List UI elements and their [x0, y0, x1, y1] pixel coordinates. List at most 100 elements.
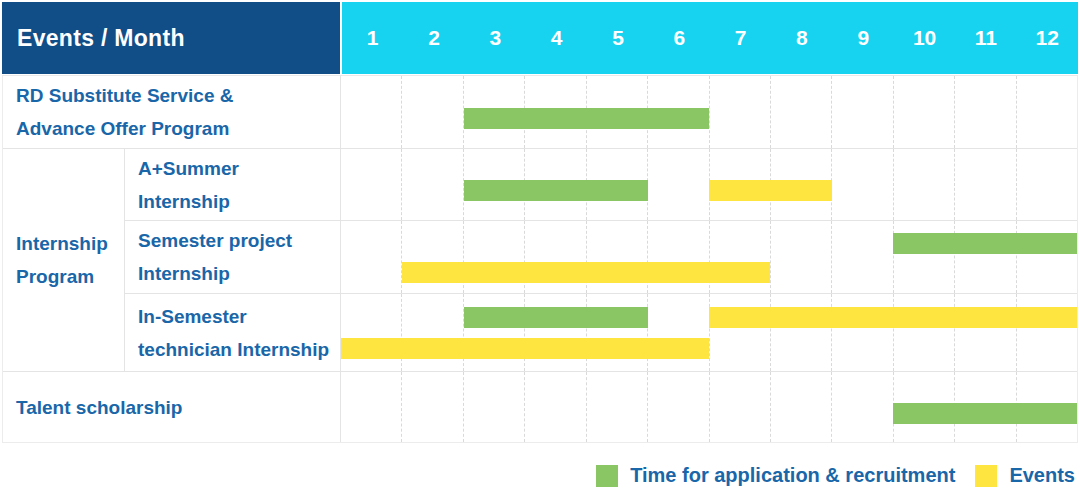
month-gridcell	[341, 76, 401, 148]
chart-cell	[341, 76, 1077, 148]
chart-cell	[341, 149, 1077, 220]
month-gridcell	[770, 221, 831, 293]
month-gridcell	[647, 372, 708, 442]
label-line: Talent scholarship	[16, 391, 340, 424]
label-line: Internship	[138, 185, 340, 218]
label-line: Internship	[16, 227, 124, 260]
label-line: technician Internship	[138, 333, 340, 366]
gantt-bar-application	[464, 307, 648, 328]
month-gridcell	[709, 294, 770, 371]
month-gridcell	[831, 221, 892, 293]
month-header-cell: 10	[894, 2, 955, 74]
month-gridcell	[709, 76, 770, 148]
month-gridcell	[954, 76, 1015, 148]
month-header-strip: 123456789101112	[342, 2, 1078, 74]
events-month-header-cell: Events / Month	[2, 2, 340, 74]
gantt-table: Events / Month 123456789101112 RD Substi…	[2, 2, 1078, 443]
month-header-cell: 3	[465, 2, 526, 74]
month-gridcell	[647, 294, 708, 371]
chart-cell	[341, 221, 1077, 293]
month-gridcell	[401, 149, 462, 220]
month-gridcell	[524, 372, 585, 442]
month-gridcell	[770, 294, 831, 371]
label-line: RD Substitute Service &	[16, 79, 340, 112]
month-header-cell: 12	[1017, 2, 1078, 74]
month-gridcell	[893, 294, 954, 371]
events-swatch-icon	[975, 465, 997, 487]
row-label: Semester projectInternship	[125, 221, 341, 293]
group-subrows: A+SummerInternshipSemester projectIntern…	[125, 149, 1077, 371]
gantt-bar-application	[893, 233, 1077, 254]
month-gridcell	[954, 149, 1015, 220]
month-header-cell: 2	[403, 2, 464, 74]
gantt-bar-application	[893, 403, 1077, 424]
corner-title: Events / Month	[17, 25, 185, 52]
month-header-cell: 11	[955, 2, 1016, 74]
month-header-cell: 4	[526, 2, 587, 74]
month-gridcell	[1016, 294, 1077, 371]
month-gridcell	[401, 372, 462, 442]
month-gridcell	[831, 149, 892, 220]
month-gridcell	[463, 294, 524, 371]
table-row: A+SummerInternship	[125, 149, 1077, 221]
month-gridcell	[1016, 221, 1077, 293]
month-gridcell	[401, 76, 462, 148]
month-header-cell: 7	[710, 2, 771, 74]
chart-cell	[341, 372, 1077, 442]
month-gridcell	[1016, 149, 1077, 220]
label-line: Internship	[138, 257, 340, 290]
label-line: Program	[16, 260, 124, 293]
row-group: InternshipProgramA+SummerInternshipSemes…	[3, 149, 1077, 372]
row-label: Talent scholarship	[3, 372, 341, 442]
month-gridcell	[893, 221, 954, 293]
month-gridcell	[341, 221, 401, 293]
month-gridcell	[401, 294, 462, 371]
month-gridcell	[954, 221, 1015, 293]
month-gridcell	[586, 294, 647, 371]
month-gridcell	[831, 294, 892, 371]
table-row: Talent scholarship	[3, 372, 1077, 442]
month-header-cell: 5	[587, 2, 648, 74]
month-gridcell	[893, 76, 954, 148]
month-gridcell	[341, 149, 401, 220]
table-row: RD Substitute Service &Advance Offer Pro…	[3, 76, 1077, 149]
month-gridcell	[341, 294, 401, 371]
legend-events-label: Events	[1009, 464, 1075, 487]
month-gridcell	[954, 294, 1015, 371]
month-gridcell	[463, 372, 524, 442]
month-header-cell: 9	[833, 2, 894, 74]
month-gridcell	[586, 372, 647, 442]
application-swatch-icon	[596, 465, 618, 487]
month-gridcell	[770, 76, 831, 148]
label-line: A+Summer	[138, 152, 340, 185]
row-label: A+SummerInternship	[125, 149, 341, 220]
table-header-row: Events / Month 123456789101112	[2, 2, 1078, 74]
gantt-bar-application	[464, 108, 709, 129]
legend: Time for application & recruitment Event…	[596, 464, 1075, 487]
row-label: RD Substitute Service &Advance Offer Pro…	[3, 76, 341, 148]
label-line: Semester project	[138, 224, 340, 257]
legend-application-label: Time for application & recruitment	[630, 464, 955, 487]
month-gridcell	[709, 372, 770, 442]
month-gridcell	[770, 372, 831, 442]
gantt-bar-event	[341, 338, 709, 359]
month-gridcell	[831, 372, 892, 442]
month-gridcell	[893, 149, 954, 220]
chart-cell	[341, 294, 1077, 371]
month-header-cell: 8	[771, 2, 832, 74]
label-line: In-Semester	[138, 300, 340, 333]
gantt-bar-event	[709, 307, 1077, 328]
month-header-cell: 6	[649, 2, 710, 74]
gantt-bar-application	[464, 180, 648, 201]
gantt-chart: Events / Month 123456789101112 RD Substi…	[0, 0, 1080, 494]
gantt-bar-event	[402, 262, 770, 283]
month-gridcell	[831, 76, 892, 148]
table-row: In-Semestertechnician Internship	[125, 294, 1077, 371]
month-gridcell	[1016, 76, 1077, 148]
month-gridcell	[524, 294, 585, 371]
month-gridcell	[647, 149, 708, 220]
table-row: Semester projectInternship	[125, 221, 1077, 294]
row-label: In-Semestertechnician Internship	[125, 294, 341, 371]
gantt-bar-event	[709, 180, 832, 201]
group-label: InternshipProgram	[3, 149, 125, 371]
